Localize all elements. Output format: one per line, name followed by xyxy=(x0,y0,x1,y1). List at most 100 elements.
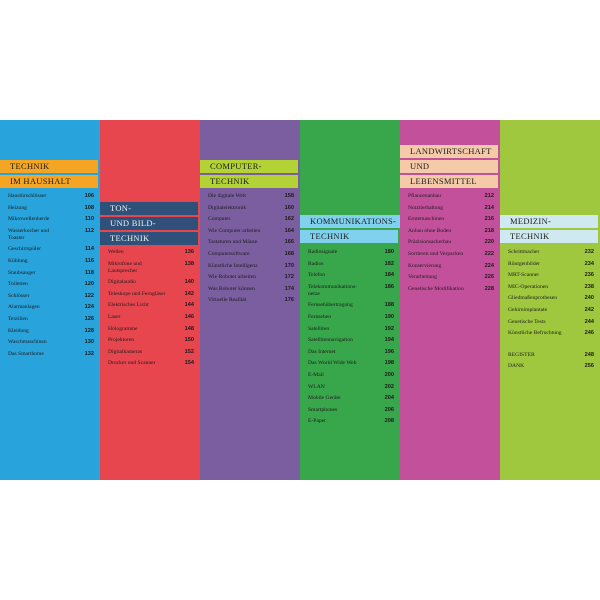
page-number: 198 xyxy=(384,360,394,367)
page-number: 170 xyxy=(284,262,294,269)
entry-title: Telekommunikations­netze xyxy=(308,283,358,297)
toc-entry: Konservierung 224 xyxy=(408,263,494,270)
entry-title: Elektrisches Licht xyxy=(108,302,149,309)
entry-title: Laser xyxy=(108,313,121,320)
entry-title: Was Roboter können xyxy=(208,285,255,292)
page-number: 234 xyxy=(584,260,594,267)
section-title: MEDIZIN- TECHNIK xyxy=(500,215,598,245)
toc-entry: Schlösser 122 xyxy=(8,293,94,300)
entry-title: Satellitennavigation xyxy=(308,337,353,344)
title-line: COMPUTER- xyxy=(200,160,298,173)
entry-title: Wie Computer arbeiten xyxy=(208,227,261,234)
entry-title: Fernsehübertragung xyxy=(308,302,353,309)
title-line: TECHNIK xyxy=(500,230,598,243)
toc-entry: Fernsehen 190 xyxy=(308,314,394,321)
toc-entry: Haustürschlösser 106 xyxy=(8,193,94,200)
page-number: 182 xyxy=(384,260,394,267)
page-number: 204 xyxy=(384,395,394,402)
section-title: TON- UND BILD- TECHNIK xyxy=(100,202,198,247)
toc-entry: Computer 162 xyxy=(208,216,294,223)
title-line: TECHNIK xyxy=(300,230,398,243)
toc-entry: Elektrisches Licht 144 xyxy=(108,302,194,309)
page-number: 176 xyxy=(284,297,294,304)
entry-title: Sortieren und Verpacken xyxy=(408,250,464,257)
toc-entry: Gehirnimplantate 242 xyxy=(508,307,594,314)
toc-entry: Genetische Tests 244 xyxy=(508,319,594,326)
section-title: LANDWIRTSCHAFT UND LEBENSMITTEL xyxy=(400,145,498,190)
toc-entry: Kleidung 128 xyxy=(8,328,94,335)
page-number: 224 xyxy=(484,262,494,269)
entry-title: Heizung xyxy=(8,204,27,211)
page-number: 154 xyxy=(184,360,194,367)
toc-entry: Teleskope und Ferngläser 142 xyxy=(108,291,194,298)
entry-list: Die digitale Welt 158 Digitalelektronik 160… xyxy=(208,193,294,309)
toc-entry: Das Internet 196 xyxy=(308,349,394,356)
toc-entry: Smartphones 206 xyxy=(308,407,394,414)
entry-title: Mikrowellenherde xyxy=(8,216,50,223)
toc-entry: Was Roboter können 174 xyxy=(208,286,294,293)
toc-entry: Projektoren 150 xyxy=(108,337,194,344)
entry-title: Teleskope und Ferngläser xyxy=(108,290,166,297)
entry-title: Telefon xyxy=(308,272,326,279)
toc-entry: Künstliche Befruchtung 246 xyxy=(508,330,594,337)
section-title: COMPUTER- TECHNIK xyxy=(200,160,298,190)
entry-title: Kleidung xyxy=(8,327,29,334)
toc-entry: Die digitale Welt 158 xyxy=(208,193,294,200)
toc-entry: Röntgenbilder 234 xyxy=(508,261,594,268)
toc-entry: Telefon 184 xyxy=(308,272,394,279)
toc-entry: Digitalelektronik 160 xyxy=(208,205,294,212)
page-number: 150 xyxy=(184,337,194,344)
entry-title: Das Smarthome xyxy=(8,350,44,357)
page-number: 200 xyxy=(384,371,394,378)
entry-title: Satelliten xyxy=(308,325,330,332)
toc-entry: Mobile Geräte 204 xyxy=(308,395,394,402)
page-number: 226 xyxy=(484,274,494,281)
entry-title: Röntgenbilder xyxy=(508,260,541,267)
toc-entry: Textilien 126 xyxy=(8,316,94,323)
section-column: KOMMUNIKATIONS- TECHNIK Radiosignale 180 Rad… xyxy=(300,120,403,480)
entry-list: Wellen 136 Mikrofone und Lautsprecher 138 Di… xyxy=(108,249,194,372)
toc-entry: WLAN 202 xyxy=(308,384,394,391)
toc-entry: Tastaturen und Mäuse 166 xyxy=(208,239,294,246)
page-number: 216 xyxy=(484,216,494,223)
entry-title: Toiletten xyxy=(8,281,28,288)
toc-entry: Das Smarthome 132 xyxy=(8,351,94,358)
entry-title: Wasserkocher und Toaster xyxy=(8,227,50,241)
page-number: 222 xyxy=(484,250,494,257)
entry-title: Erntemaschinen xyxy=(408,216,445,223)
entry-title: Mobile Geräte xyxy=(308,395,341,402)
entry-title: REGISTER xyxy=(508,351,535,358)
page-number: 160 xyxy=(284,204,294,211)
entry-list: Pflanzenanbau 212 Nutztierhaltung 214 Erntem… xyxy=(408,193,494,297)
entry-title: Konservierung xyxy=(408,262,442,269)
toc-entry: Mikrowellenherde 110 xyxy=(8,216,94,223)
entry-title: Wellen xyxy=(108,249,124,255)
page-number: 244 xyxy=(584,318,594,325)
toc-entry: Alarmanlagen 124 xyxy=(8,304,94,311)
toc-entry: REGISTER 248 xyxy=(508,352,594,359)
toc-entry: Hologramme 148 xyxy=(108,326,194,333)
page-number: 228 xyxy=(484,285,494,292)
page-number: 214 xyxy=(484,204,494,211)
page-number: 180 xyxy=(384,249,394,255)
page-number: 116 xyxy=(84,257,94,264)
toc-entry: Staubsauger 118 xyxy=(8,270,94,277)
toc-entry: Mikrofone und Lautsprecher 138 xyxy=(108,261,194,275)
entry-title: Digitalaudio xyxy=(108,279,136,286)
entry-title: Gehirnimplantate xyxy=(508,306,548,313)
page-number: 146 xyxy=(184,313,194,320)
entry-title: Geschirrspüler xyxy=(8,246,41,253)
page-number: 164 xyxy=(284,227,294,234)
page-number: 184 xyxy=(384,272,394,279)
entry-title: Die digitale Welt xyxy=(208,193,246,199)
toc-entry: Toiletten 120 xyxy=(8,281,94,288)
page-number: 140 xyxy=(184,279,194,286)
title-line: UND xyxy=(400,160,498,173)
entry-list: Schrittmacher 232 Röntgenbilder 234 MRT-Scan… xyxy=(508,249,594,375)
toc-entry: Waschmaschinen 130 xyxy=(8,339,94,346)
page-number: 186 xyxy=(384,283,394,290)
title-line: UND BILD- xyxy=(100,217,198,230)
section-title: TECHNIK IM HAUSHALT xyxy=(0,160,98,190)
page-number: 192 xyxy=(384,325,394,332)
entry-title: Nutztierhaltung xyxy=(408,204,444,211)
